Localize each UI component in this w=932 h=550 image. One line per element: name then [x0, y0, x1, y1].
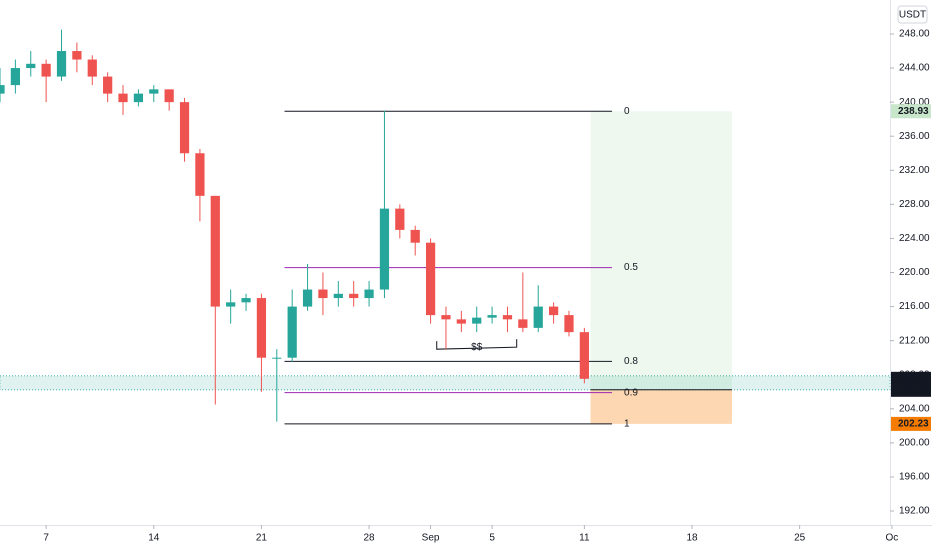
y-tick-label: 236.00: [899, 131, 930, 142]
candle-body: [441, 315, 451, 320]
candle-body: [548, 306, 559, 316]
candle-body: [241, 298, 251, 303]
candle-body: [226, 302, 236, 307]
annotation-bracket: [436, 339, 518, 350]
candle-body: [579, 332, 589, 379]
candle-body: [179, 102, 190, 154]
candle-body: [133, 93, 144, 103]
candle-body: [164, 89, 174, 103]
fib-label: 1: [624, 419, 630, 430]
candle-body: [564, 315, 574, 333]
x-tick-label: Oc: [886, 533, 899, 544]
candle-body: [26, 63, 36, 69]
x-tick-label: 28: [364, 533, 376, 544]
candle-body: [379, 208, 390, 290]
candle-body: [533, 306, 543, 328]
price-label-box: [891, 382, 931, 397]
y-tick-label: 228.00: [899, 199, 930, 210]
candle-body: [10, 68, 20, 86]
y-tick-label: 240.00: [899, 97, 930, 108]
y-tick-label: 224.00: [899, 233, 930, 244]
zone: [0, 375, 891, 391]
price-label: 238.93: [898, 106, 929, 117]
y-tick-label: 216.00: [899, 301, 930, 312]
x-tick-label: 14: [148, 533, 160, 544]
y-tick-label: 204.00: [899, 403, 930, 414]
price-label-box: [891, 371, 931, 386]
fib-label: 0.8: [624, 356, 638, 367]
price-label: 207.52: [898, 373, 929, 384]
x-tick-label: 18: [686, 533, 698, 544]
candle-body: [472, 317, 482, 324]
candle-body: [103, 76, 113, 94]
currency: USDT: [899, 10, 926, 21]
candle-body: [195, 153, 205, 196]
x-tick-label: 7: [43, 533, 49, 544]
candle-body: [210, 195, 220, 307]
x-tick-label: 25: [794, 533, 806, 544]
candle-body: [487, 315, 497, 318]
candle-body: [41, 63, 51, 77]
candle-body: [349, 293, 359, 299]
candle-body: [425, 242, 436, 316]
annotation-text: $$: [471, 342, 483, 353]
fib-label: 0.5: [624, 262, 638, 273]
candle-body: [72, 51, 82, 60]
candle-body: [318, 289, 328, 299]
candle-body: [87, 59, 97, 77]
candle-body: [364, 289, 374, 299]
x-tick-label: 5: [489, 533, 495, 544]
candle-body: [149, 89, 159, 94]
candle-body: [0, 85, 5, 94]
candle-body: [256, 298, 267, 358]
x-tick-label: Sep: [422, 533, 440, 544]
y-tick-label: 248.00: [899, 29, 930, 40]
plot-area: 0 0.5 0.8 0.9 1 $$: [0, 29, 891, 430]
fib-label: 0: [624, 106, 630, 117]
x-tick-label: 11: [579, 533, 590, 544]
candle-body: [272, 357, 282, 359]
x-tick-label: 21: [256, 533, 268, 544]
candle-body: [118, 93, 128, 103]
candle-body: [333, 293, 343, 299]
candle-body: [518, 319, 528, 328]
y-tick-label: 212.00: [899, 335, 930, 346]
candle-body: [502, 315, 513, 320]
price-label-box: [891, 416, 931, 431]
price-label: 206.23: [898, 384, 929, 395]
candle-body: [456, 319, 466, 324]
price-label: 202.23: [898, 419, 929, 430]
y-tick-label: 200.00: [899, 438, 930, 449]
fib-label: 0.9: [624, 387, 638, 398]
candle-body: [410, 229, 420, 243]
candle-body: [395, 208, 405, 230]
currency-box[interactable]: [897, 5, 928, 24]
y-tick-label: 196.00: [899, 472, 930, 483]
profit-zone: [590, 111, 732, 390]
y-tick-label: 192.00: [899, 506, 930, 517]
y-tick-label: 220.00: [899, 267, 930, 278]
y-tick-label: 232.00: [899, 165, 930, 176]
y-tick-label: 244.00: [899, 63, 930, 74]
price-label-box: [891, 104, 931, 119]
candle-body: [287, 306, 297, 358]
candle-body: [302, 289, 313, 307]
stop-zone: [590, 389, 732, 424]
candle-body: [56, 51, 67, 77]
